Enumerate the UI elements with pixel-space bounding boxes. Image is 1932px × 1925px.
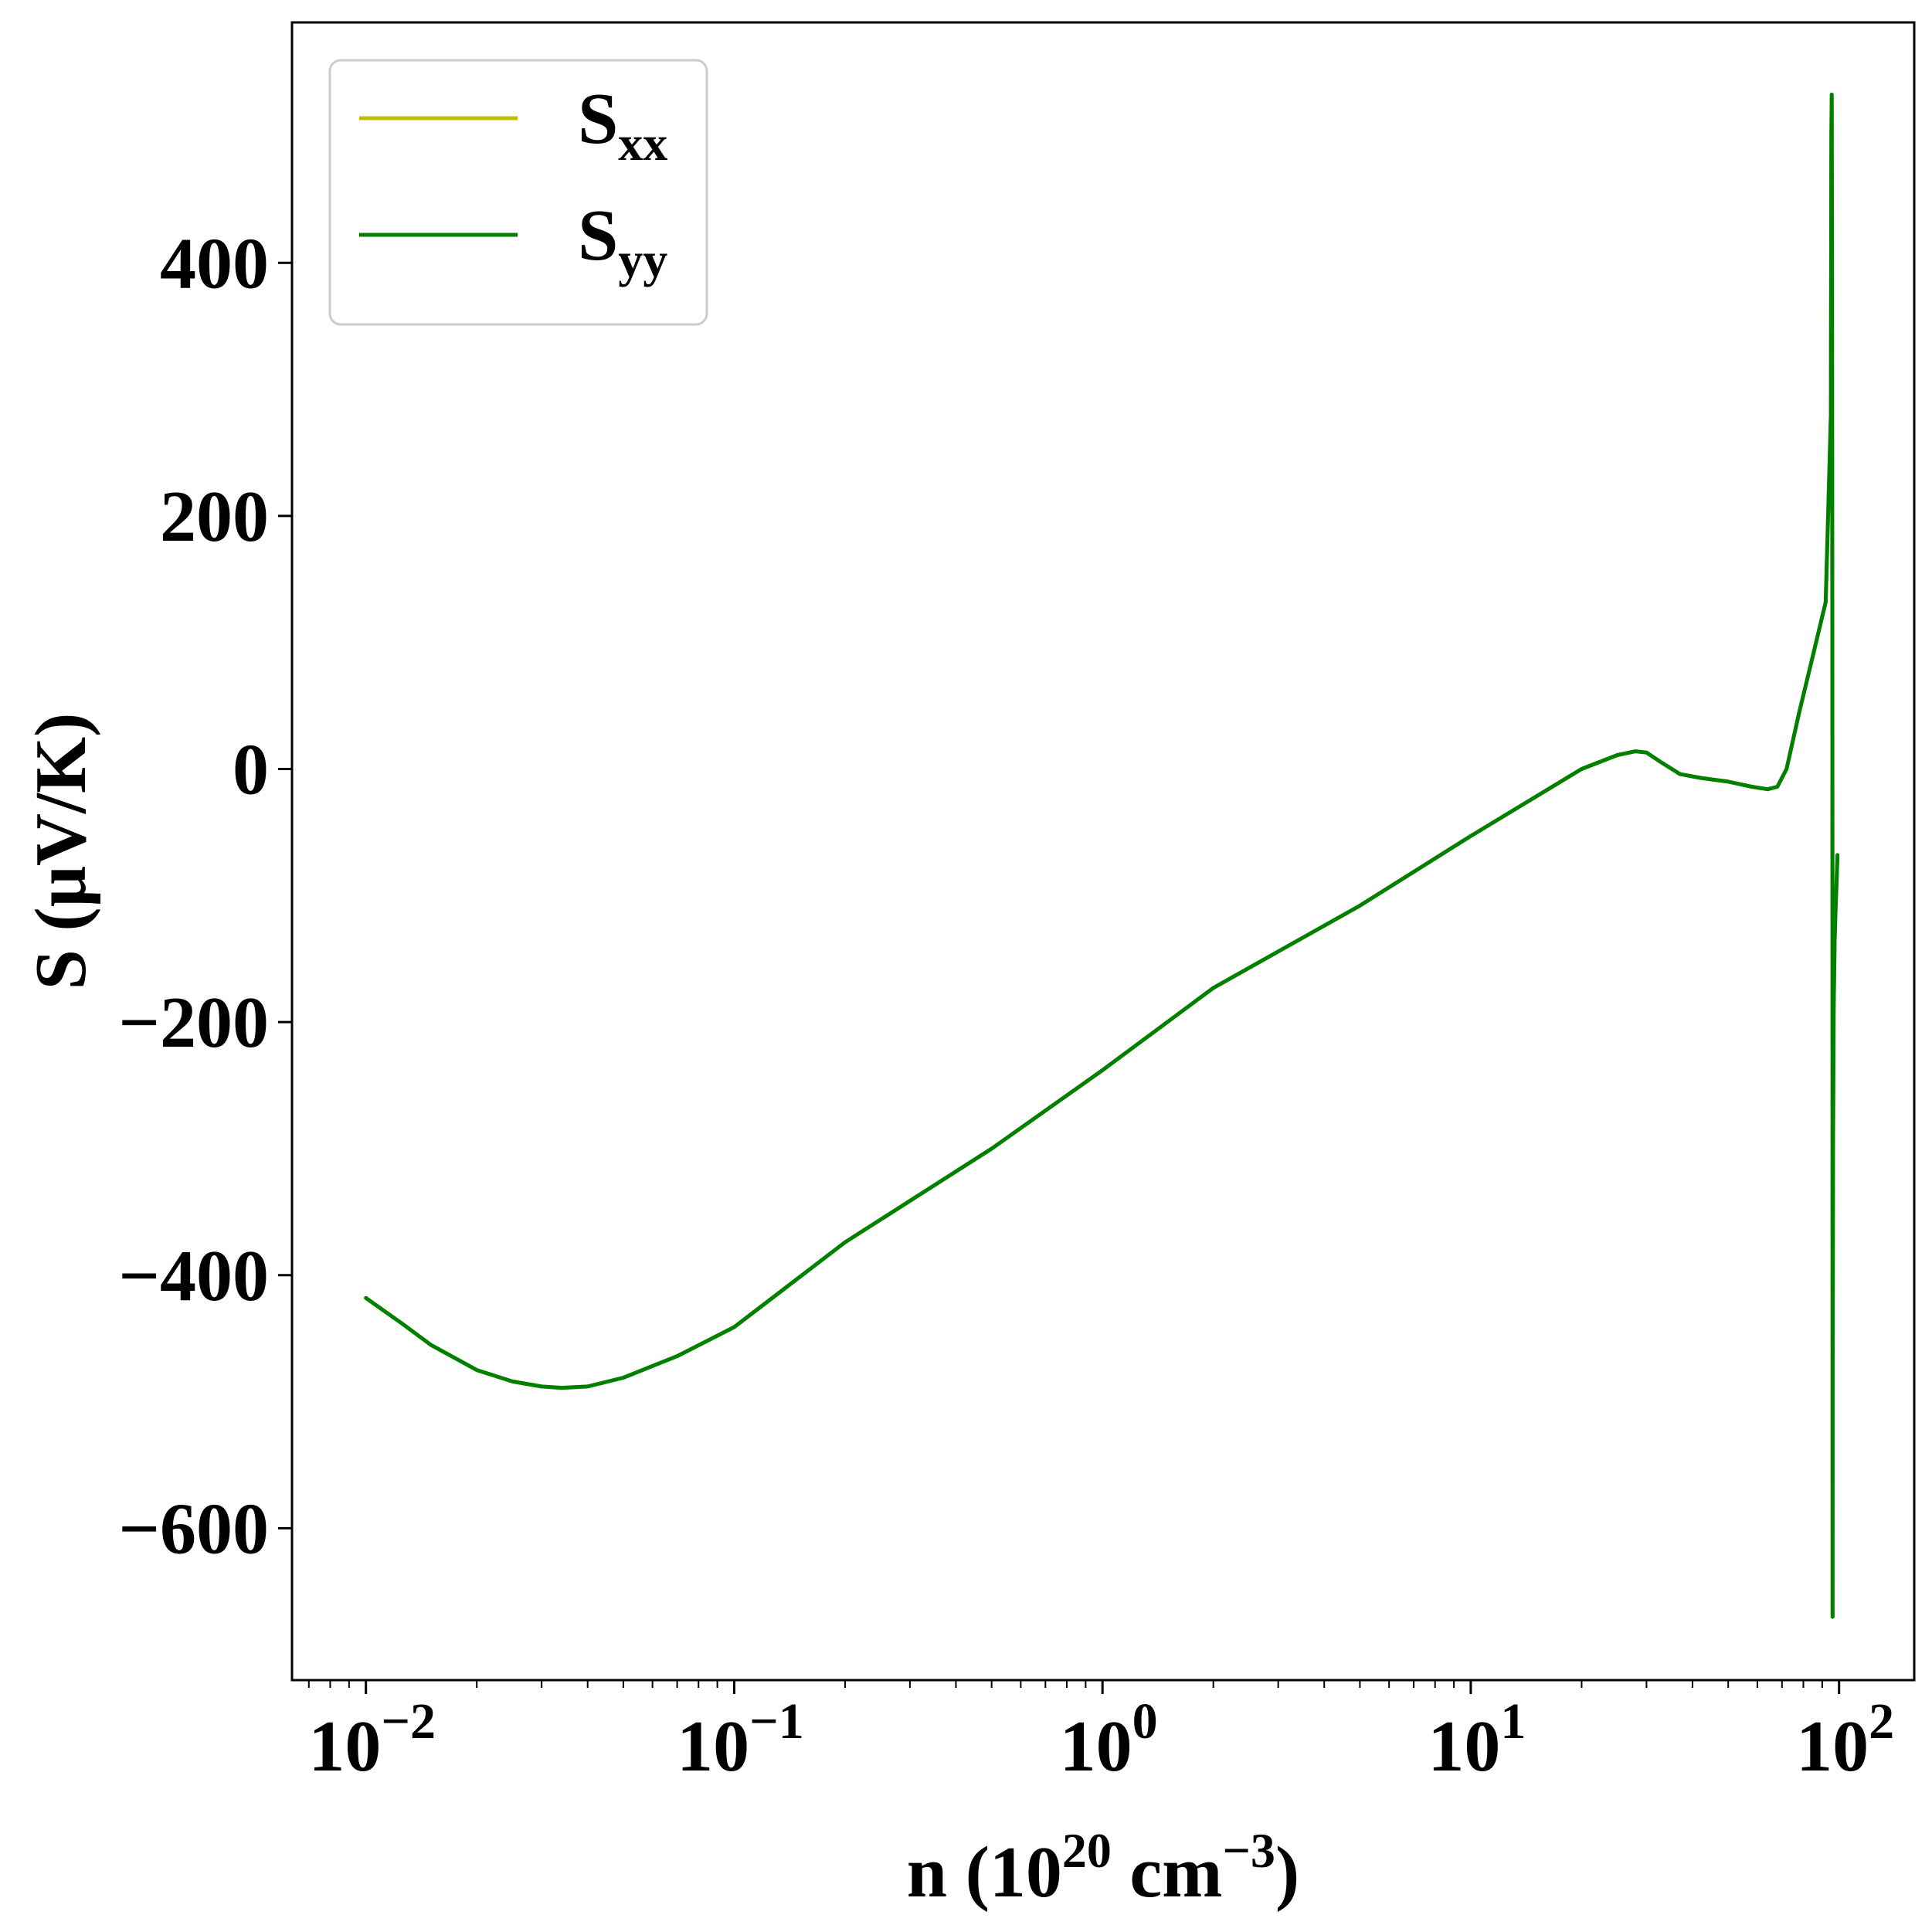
y-tick-label: −200 — [118, 983, 269, 1063]
legend-box — [328, 59, 708, 326]
y-tick-label: 200 — [160, 477, 269, 557]
y-tick-label: −400 — [118, 1236, 269, 1316]
y-tick-label: 400 — [160, 223, 269, 304]
y-axis: −600 −400 −200 0 200 400 — [118, 223, 292, 1569]
x-tick-label: 102 — [1796, 1693, 1894, 1787]
x-tick-label: 10−1 — [677, 1693, 804, 1787]
legend: Sxx Syy — [328, 59, 708, 326]
x-axis: 10−2 10−1 100 101 102 — [307, 1680, 1894, 1787]
y-tick-label: 0 — [233, 730, 269, 810]
x-tick-label: 101 — [1428, 1693, 1526, 1787]
series-layer — [364, 92, 1840, 1619]
x-tick-label: 10−2 — [308, 1693, 436, 1787]
x-axis-label: n (1020 cm−3) — [907, 1823, 1299, 1913]
series-line-syy — [364, 92, 1840, 1619]
y-tick-label: −600 — [118, 1489, 269, 1569]
legend-label-syy: Syy — [578, 195, 667, 287]
legend-label-sxx: Sxx — [578, 79, 667, 171]
y-axis-label: S (μV/K) — [21, 713, 101, 990]
x-tick-label: 100 — [1060, 1693, 1158, 1787]
